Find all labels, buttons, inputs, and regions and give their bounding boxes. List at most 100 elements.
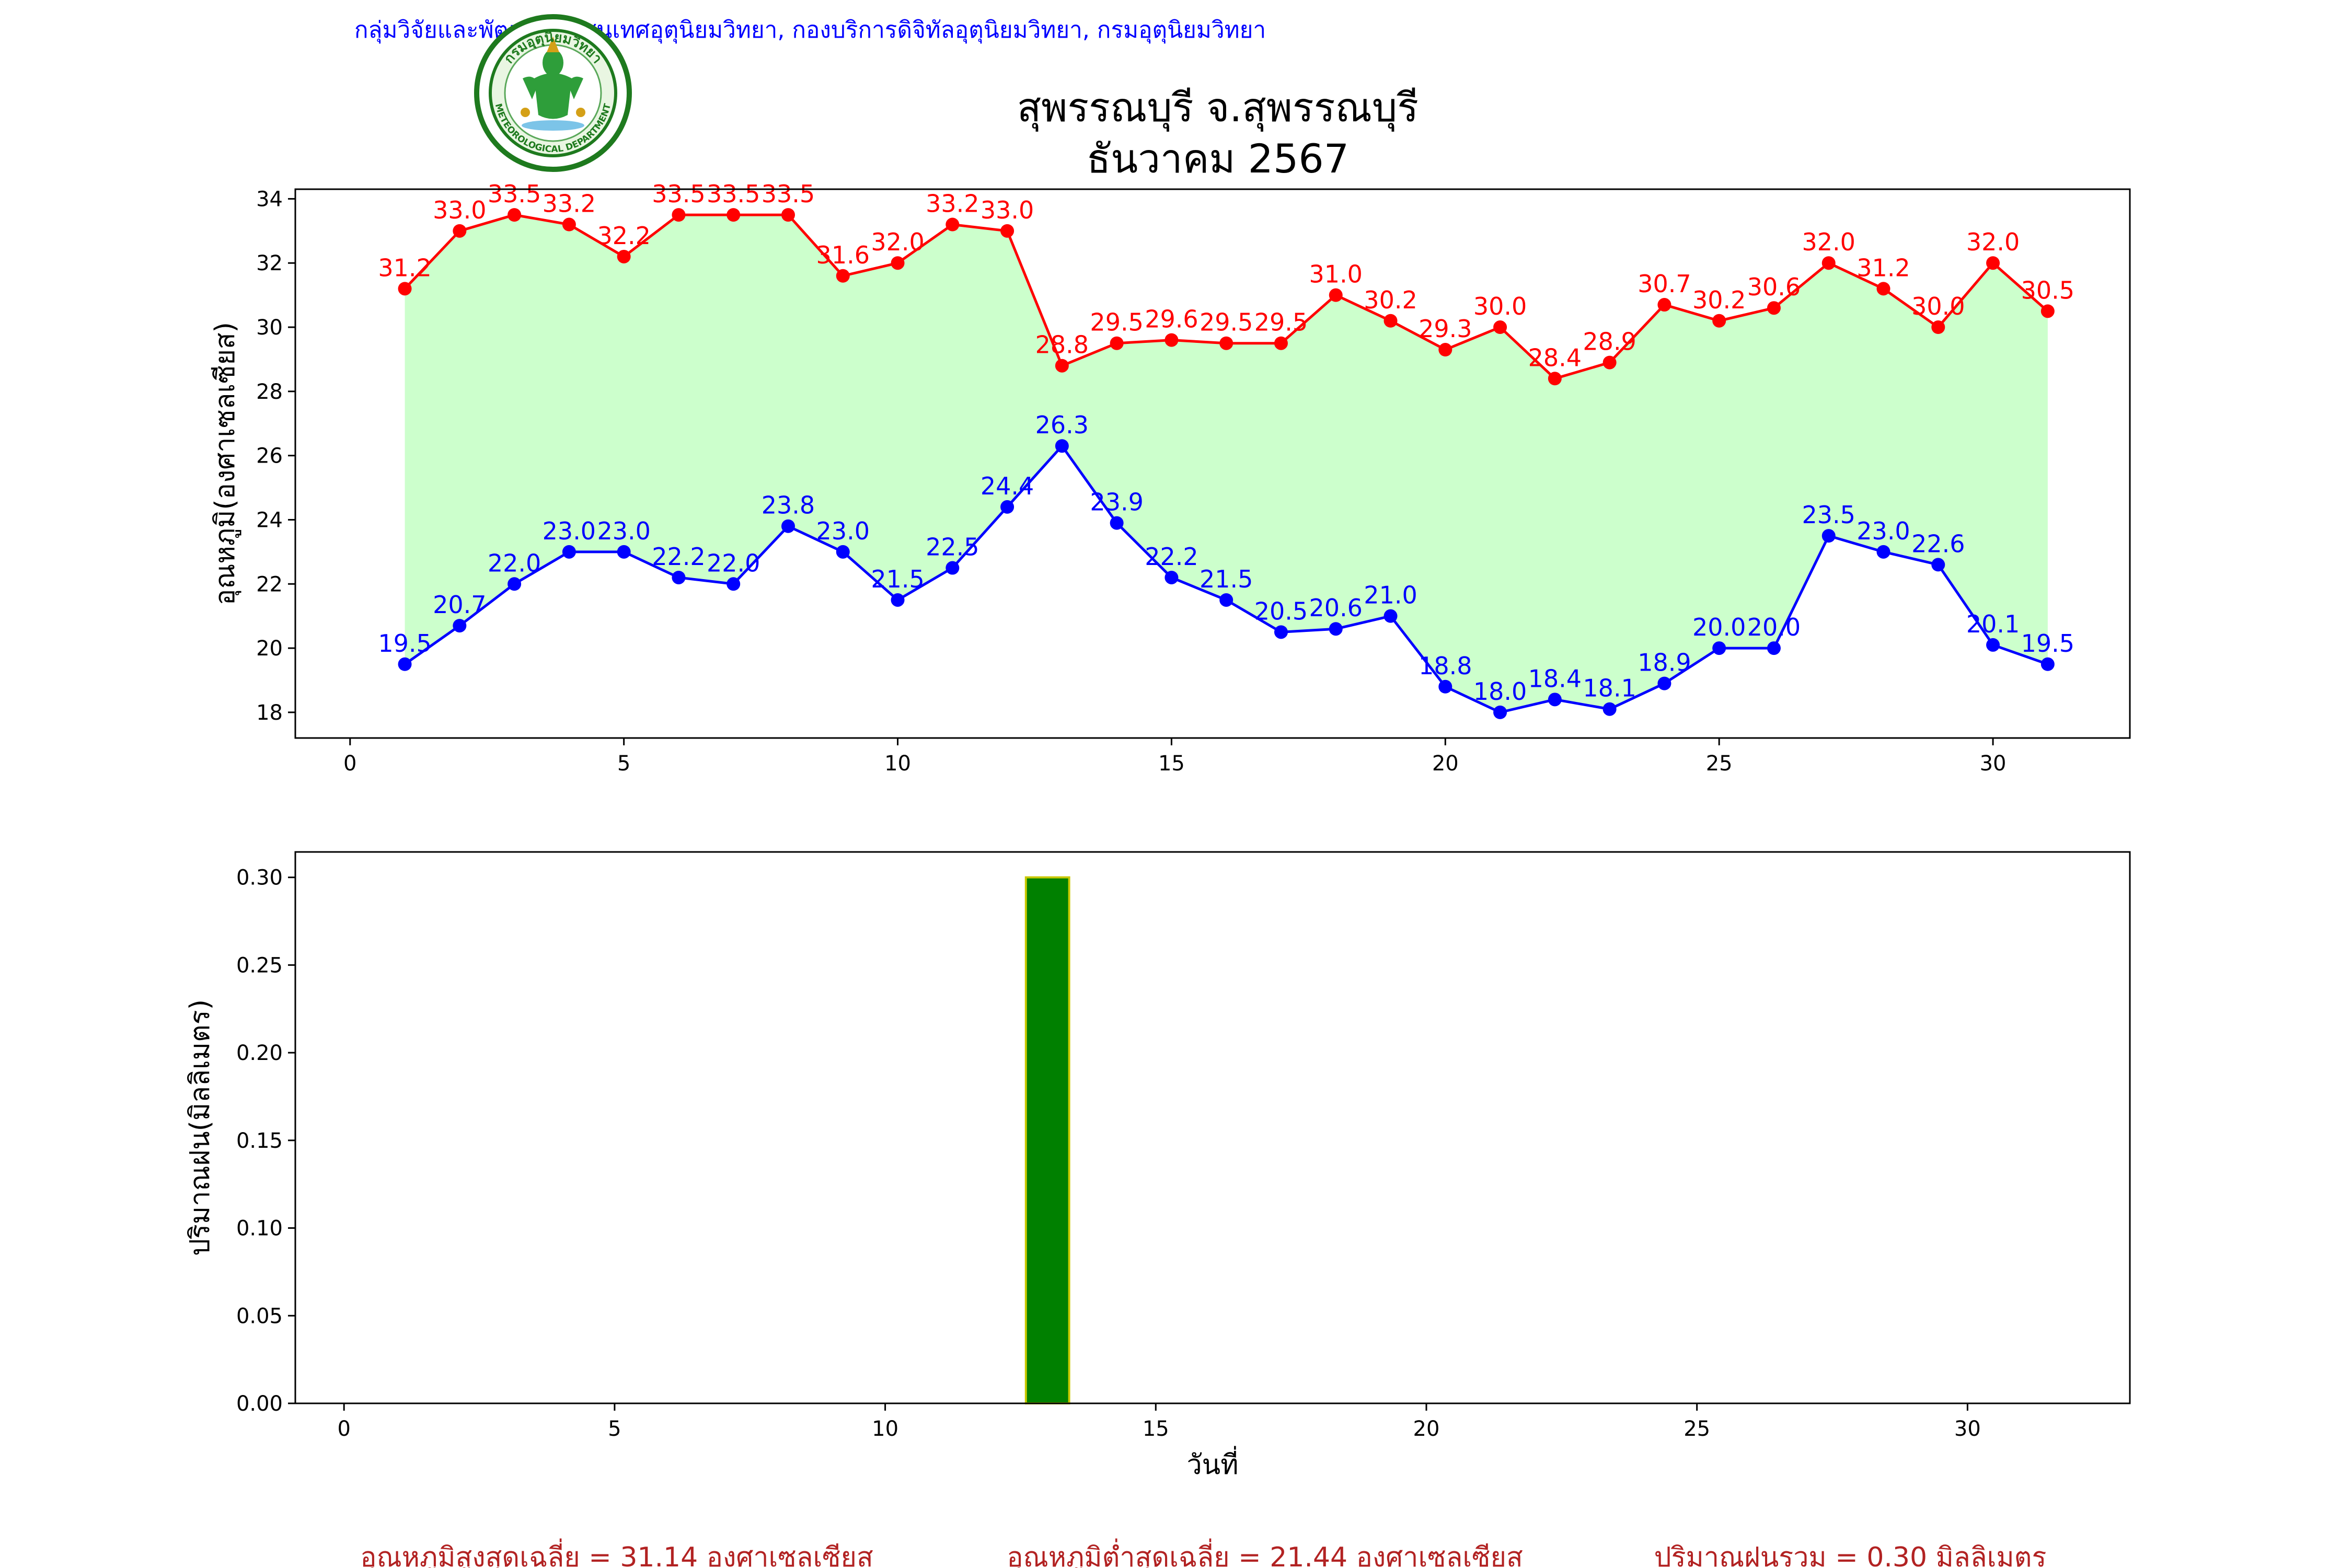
max-temp-data-label: 28.4 — [1528, 343, 1582, 372]
max-temp-points — [398, 208, 2055, 386]
x-tick-label: 30 — [1954, 1417, 1981, 1441]
min-temp-data-label: 22.0 — [488, 549, 541, 577]
max-temp-point — [1165, 333, 1179, 347]
x-tick-label: 5 — [617, 752, 630, 776]
min-temp-point — [1274, 625, 1288, 639]
min-temp-data-label: 18.4 — [1528, 664, 1582, 693]
max-temp-point — [508, 208, 522, 222]
min-temp-data-label: 23.0 — [597, 517, 650, 545]
min-temp-point — [1329, 622, 1343, 636]
max-temp-point — [891, 256, 905, 270]
y-tick-label: 0.10 — [236, 1217, 283, 1241]
min-temp-point — [1931, 558, 1945, 572]
max-temp-data-label: 30.0 — [1911, 292, 1965, 320]
min-temp-data-label: 18.1 — [1583, 674, 1636, 702]
max-temp-point — [1712, 314, 1726, 328]
min-temp-data-label: 22.5 — [926, 533, 979, 561]
rainfall-y-axis-label: ปริมาณฝน(มิลลิเมตร) — [185, 999, 216, 1256]
x-tick-label: 0 — [343, 752, 356, 776]
min-temp-data-label: 18.0 — [1473, 677, 1527, 706]
min-temp-point — [1110, 516, 1124, 530]
min-temp-point — [508, 577, 522, 591]
max-temp-point — [1767, 301, 1781, 315]
max-temp-point — [1219, 336, 1233, 350]
min-temp-point — [946, 561, 960, 575]
min-temp-data-label: 26.3 — [1035, 411, 1089, 439]
y-tick-label: 0.15 — [236, 1129, 283, 1153]
x-tick-label: 25 — [1706, 752, 1733, 776]
max-temp-data-label: 29.5 — [1200, 308, 1253, 337]
chart-title-station: สุพรรณบุรี จ.สุพรรณบุรี — [1017, 84, 1419, 132]
min-temp-point — [836, 545, 850, 559]
max-temp-data-label: 28.8 — [1035, 331, 1089, 359]
min-temp-data-label: 23.0 — [1857, 517, 1910, 545]
min-temp-data-label: 21.5 — [1200, 565, 1253, 593]
max-temp-point — [1383, 314, 1398, 328]
y-tick-label: 0.20 — [236, 1041, 283, 1065]
max-temp-data-label: 33.5 — [762, 180, 815, 208]
y-tick-label: 34 — [256, 187, 283, 211]
max-temp-point — [1329, 288, 1343, 302]
min-temp-point — [1548, 693, 1562, 707]
max-temp-data-label: 31.2 — [1857, 253, 1910, 282]
meteorological-department-logo: กรมอุตุนิยมวิทยา METEOROLOGICAL DEPARTME… — [474, 14, 632, 172]
x-tick-label: 5 — [608, 1417, 621, 1441]
min-temp-data-label: 20.0 — [1747, 613, 1801, 641]
min-temp-point — [617, 545, 631, 559]
max-temp-point — [1110, 336, 1124, 350]
max-temp-point — [1000, 224, 1014, 238]
min-temp-point — [727, 577, 741, 591]
max-temp-data-label: 33.2 — [926, 190, 979, 218]
max-temp-point — [1602, 355, 1617, 370]
max-temp-point — [1274, 336, 1288, 350]
max-temp-point — [1548, 372, 1562, 386]
max-temp-data-label: 32.2 — [597, 222, 650, 250]
max-temp-point — [836, 269, 850, 283]
x-tick-label: 0 — [337, 1417, 350, 1441]
temperature-y-axis-label: อุณหภูมิ(องศาเซลเซียส) — [210, 322, 241, 605]
max-temp-point — [398, 282, 412, 296]
x-tick-label: 20 — [1432, 752, 1459, 776]
max-temp-data-label: 31.0 — [1309, 260, 1363, 289]
max-temp-data-label: 30.6 — [1747, 273, 1801, 301]
y-tick-label: 0.30 — [236, 866, 283, 890]
y-tick-label: 0.00 — [236, 1392, 283, 1416]
min-temp-point — [562, 545, 576, 559]
max-temp-point — [672, 208, 686, 222]
max-temp-point — [1438, 343, 1452, 357]
max-temp-data-label: 33.2 — [543, 190, 596, 218]
min-temp-data-label: 24.4 — [981, 472, 1034, 500]
x-tick-label: 15 — [1143, 1417, 1169, 1441]
min-temp-data-label: 20.5 — [1254, 597, 1308, 625]
min-temp-data-label: 23.0 — [816, 517, 870, 545]
min-temp-point — [1438, 679, 1452, 694]
x-tick-label: 20 — [1413, 1417, 1440, 1441]
max-temp-data-label: 31.6 — [816, 241, 870, 269]
min-temp-point — [1986, 638, 2000, 652]
max-temp-data-label: 33.5 — [707, 180, 760, 208]
max-temp-point — [781, 208, 795, 222]
min-temp-data-label: 23.9 — [1090, 488, 1143, 516]
max-temp-data-label: 30.0 — [1473, 292, 1527, 320]
department-line: กลุ่มวิจัยและพัฒนาสารสนเทศอุตุนิยมวิทยา,… — [354, 17, 1266, 44]
x-tick-label: 10 — [884, 752, 911, 776]
min-temp-point — [2040, 657, 2055, 671]
min-temp-point — [781, 519, 795, 533]
rainfall-x-axis-label: วันที่ — [1186, 1446, 1238, 1481]
min-temp-data-labels: 19.520.722.023.0 23.022.2 22.023.823.021.5… — [378, 411, 2074, 706]
y-tick-label: 0.25 — [236, 953, 283, 977]
y-tick-label: 30 — [256, 316, 283, 340]
max-temp-point — [1055, 359, 1069, 373]
max-temp-point — [453, 224, 467, 238]
temperature-plot-frame — [294, 188, 2131, 739]
min-temp-data-label: 22.6 — [1911, 529, 1965, 558]
min-temp-point — [672, 570, 686, 584]
min-temp-data-label: 19.5 — [378, 629, 431, 658]
min-temp-data-label: 22.0 — [707, 549, 760, 577]
max-temp-data-label: 29.5 — [1090, 308, 1143, 337]
summary-total-rain: ปริมาณฝนรวม = 0.30 มิลลิเมตร — [1654, 1542, 2047, 1568]
y-tick-label: 24 — [256, 508, 283, 532]
min-temp-point — [1000, 500, 1014, 514]
x-tick-label: 10 — [872, 1417, 898, 1441]
